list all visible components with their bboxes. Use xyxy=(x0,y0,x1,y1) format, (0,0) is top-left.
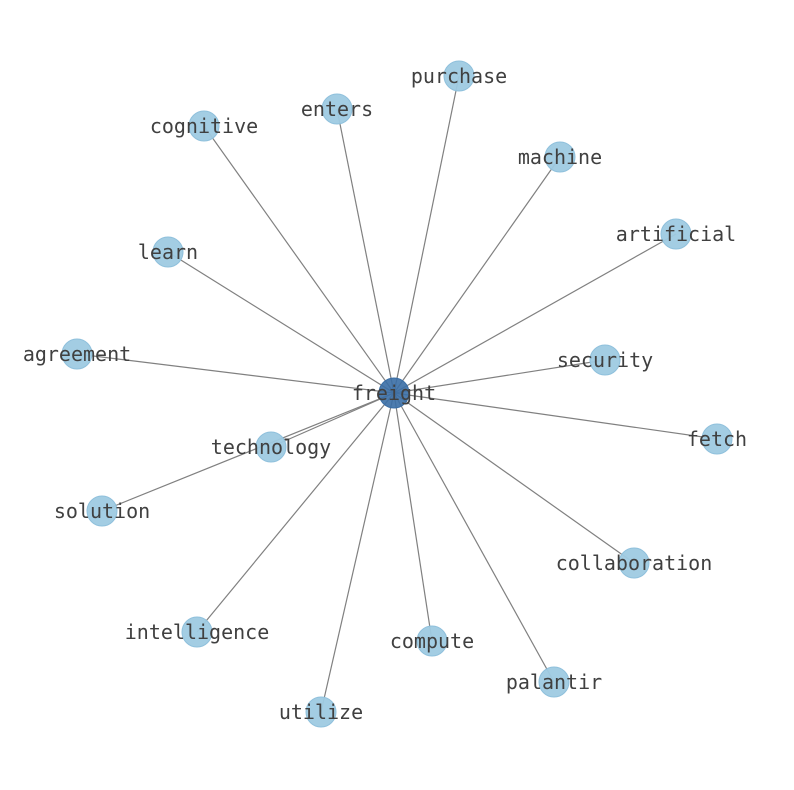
node-label-artificial: artificial xyxy=(616,222,736,246)
edge-freight-artificial xyxy=(393,233,677,394)
node-label-palantir: palantir xyxy=(506,670,602,694)
node-machine xyxy=(544,141,576,173)
node-collaboration xyxy=(618,547,650,579)
nodes xyxy=(61,60,733,728)
node-label-technology: technology xyxy=(211,435,331,459)
node-label-solution: solution xyxy=(54,499,150,523)
node-label-learn: learn xyxy=(138,240,198,264)
node-cognitive xyxy=(188,110,220,142)
edge-freight-utilize xyxy=(320,392,395,713)
node-artificial xyxy=(660,218,692,250)
node-label-intelligence: intelligence xyxy=(125,620,270,644)
edge-freight-fetch xyxy=(393,392,718,440)
edge-freight-collaboration xyxy=(393,392,635,564)
node-intelligence xyxy=(181,616,213,648)
node-enters xyxy=(321,93,353,125)
node-label-machine: machine xyxy=(518,145,602,169)
node-label-compute: compute xyxy=(390,629,474,653)
node-label-purchase: purchase xyxy=(411,64,507,88)
node-agreement xyxy=(61,338,93,370)
edge-freight-technology xyxy=(270,392,395,448)
edge-freight-enters xyxy=(336,108,395,394)
edge-freight-agreement xyxy=(76,353,395,394)
edge-freight-machine xyxy=(393,156,561,394)
edge-freight-palantir xyxy=(393,392,555,683)
labels: freight purchase enters cognitive machine art… xyxy=(23,64,747,724)
node-utilize xyxy=(305,696,337,728)
edge-freight-security xyxy=(393,359,606,394)
edge-freight-purchase xyxy=(393,75,460,394)
edge-freight-learn xyxy=(167,251,395,394)
node-label-agreement: agreement xyxy=(23,342,131,366)
edge-freight-compute xyxy=(393,392,433,642)
edge-freight-cognitive xyxy=(203,125,395,394)
edge-freight-intelligence xyxy=(196,392,395,633)
node-compute xyxy=(416,625,448,657)
node-palantir xyxy=(538,666,570,698)
node-label-fetch: fetch xyxy=(687,427,747,451)
node-technology xyxy=(255,431,287,463)
node-label-collaboration: collaboration xyxy=(556,551,713,575)
node-label-cognitive: cognitive xyxy=(150,114,258,138)
node-learn xyxy=(152,236,184,268)
node-freight xyxy=(378,377,410,409)
node-label-enters: enters xyxy=(301,97,373,121)
node-solution xyxy=(86,495,118,527)
node-label-freight: freight xyxy=(352,381,436,405)
edge-freight-solution xyxy=(101,392,395,512)
node-label-utilize: utilize xyxy=(279,700,363,724)
edges xyxy=(76,75,718,713)
node-security xyxy=(589,344,621,376)
node-fetch xyxy=(701,423,733,455)
node-purchase xyxy=(443,60,475,92)
node-label-security: security xyxy=(557,348,653,372)
